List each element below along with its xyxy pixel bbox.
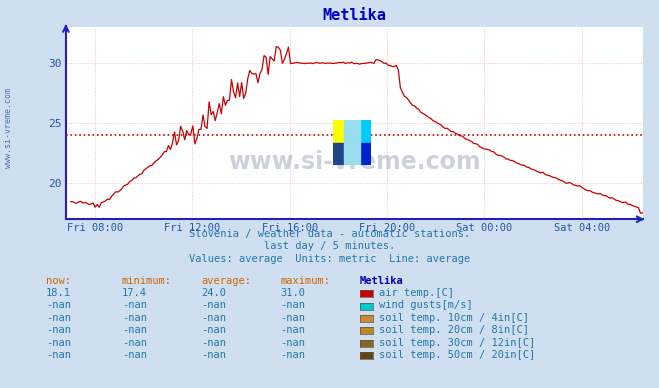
Text: www.si-vreme.com: www.si-vreme.com — [228, 150, 480, 173]
Text: -nan: -nan — [201, 350, 226, 360]
Text: now:: now: — [46, 276, 71, 286]
Text: -nan: -nan — [201, 300, 226, 310]
Text: wind gusts[m/s]: wind gusts[m/s] — [379, 300, 473, 310]
Text: -nan: -nan — [46, 338, 71, 348]
Text: -nan: -nan — [122, 325, 147, 335]
Text: -nan: -nan — [46, 350, 71, 360]
Text: -nan: -nan — [280, 300, 305, 310]
Bar — [333, 120, 352, 143]
Text: Slovenia / weather data - automatic stations.: Slovenia / weather data - automatic stat… — [189, 229, 470, 239]
Text: 24.0: 24.0 — [201, 288, 226, 298]
Text: last day / 5 minutes.: last day / 5 minutes. — [264, 241, 395, 251]
Text: 18.1: 18.1 — [46, 288, 71, 298]
Text: Metlika: Metlika — [359, 276, 403, 286]
Text: soil temp. 20cm / 8in[C]: soil temp. 20cm / 8in[C] — [379, 325, 529, 335]
Text: -nan: -nan — [201, 313, 226, 323]
Text: -nan: -nan — [280, 325, 305, 335]
Text: 17.4: 17.4 — [122, 288, 147, 298]
Text: minimum:: minimum: — [122, 276, 172, 286]
Text: -nan: -nan — [46, 325, 71, 335]
Polygon shape — [344, 120, 360, 165]
Text: 31.0: 31.0 — [280, 288, 305, 298]
Text: -nan: -nan — [122, 338, 147, 348]
Text: -nan: -nan — [46, 300, 71, 310]
Text: Values: average  Units: metric  Line: average: Values: average Units: metric Line: aver… — [189, 253, 470, 263]
Text: soil temp. 30cm / 12in[C]: soil temp. 30cm / 12in[C] — [379, 338, 535, 348]
Text: -nan: -nan — [201, 338, 226, 348]
Text: -nan: -nan — [122, 300, 147, 310]
Text: air temp.[C]: air temp.[C] — [379, 288, 454, 298]
Text: soil temp. 10cm / 4in[C]: soil temp. 10cm / 4in[C] — [379, 313, 529, 323]
Text: soil temp. 50cm / 20in[C]: soil temp. 50cm / 20in[C] — [379, 350, 535, 360]
Text: www.si-vreme.com: www.si-vreme.com — [4, 88, 13, 168]
Text: -nan: -nan — [280, 313, 305, 323]
Text: -nan: -nan — [201, 325, 226, 335]
Bar — [352, 143, 371, 165]
Text: -nan: -nan — [280, 338, 305, 348]
Text: -nan: -nan — [280, 350, 305, 360]
Text: average:: average: — [201, 276, 251, 286]
Bar — [352, 120, 371, 143]
Title: Metlika: Metlika — [322, 8, 386, 23]
Text: -nan: -nan — [122, 313, 147, 323]
Text: -nan: -nan — [122, 350, 147, 360]
Text: maximum:: maximum: — [280, 276, 330, 286]
Bar — [333, 143, 352, 165]
Text: -nan: -nan — [46, 313, 71, 323]
